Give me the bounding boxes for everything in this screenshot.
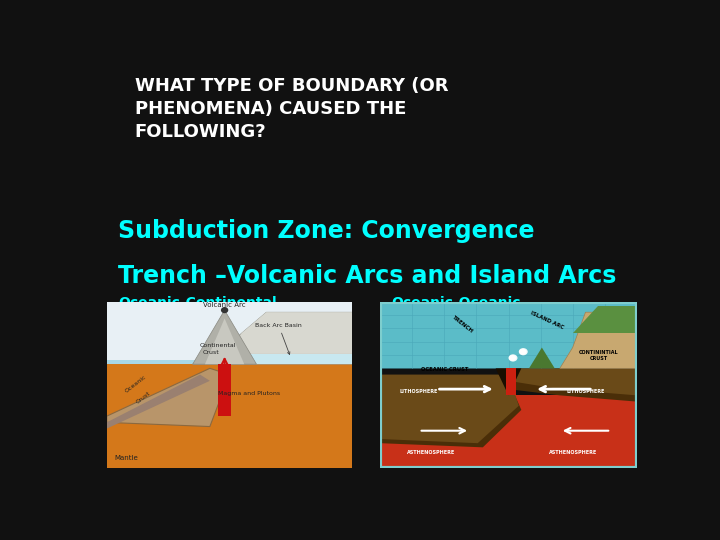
Text: WHAT TYPE OF BOUNDARY (OR
PHENOMENA) CAUSED THE
FOLLOWING?: WHAT TYPE OF BOUNDARY (OR PHENOMENA) CAU… — [135, 77, 448, 141]
Text: Subduction Zone: Convergence: Subduction Zone: Convergence — [118, 219, 534, 242]
Text: Oceanic-Oceanic: Oceanic-Oceanic — [392, 295, 521, 309]
Text: Trench –Volcanic Arcs and Island Arcs: Trench –Volcanic Arcs and Island Arcs — [118, 265, 616, 288]
Text: Oceanic-Continental: Oceanic-Continental — [118, 295, 276, 309]
